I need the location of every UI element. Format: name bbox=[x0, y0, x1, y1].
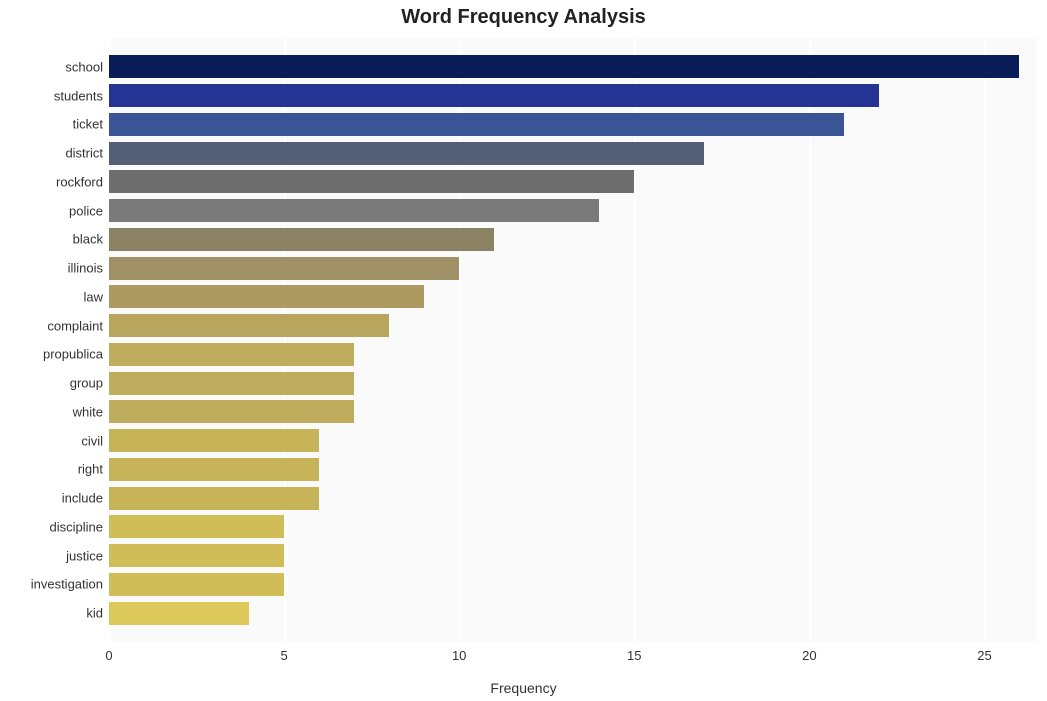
bar-row bbox=[109, 513, 1037, 542]
bar bbox=[109, 573, 284, 596]
bar bbox=[109, 142, 704, 165]
bar bbox=[109, 544, 284, 567]
bar bbox=[109, 429, 319, 452]
y-tick-label: white bbox=[73, 404, 109, 419]
y-tick-label: civil bbox=[81, 433, 109, 448]
bar-row bbox=[109, 340, 1037, 369]
plot-area: schoolstudentsticketdistrictrockfordpoli… bbox=[109, 38, 1037, 642]
bar-row bbox=[109, 570, 1037, 599]
bar-row bbox=[109, 254, 1037, 283]
bar bbox=[109, 84, 879, 107]
bar-row bbox=[109, 110, 1037, 139]
bar-row bbox=[109, 311, 1037, 340]
bar-row bbox=[109, 426, 1037, 455]
bar-row bbox=[109, 52, 1037, 81]
y-tick-label: group bbox=[70, 376, 109, 391]
x-tick-label: 15 bbox=[627, 648, 641, 663]
y-tick-label: rockford bbox=[56, 174, 109, 189]
bar bbox=[109, 285, 424, 308]
bar bbox=[109, 515, 284, 538]
word-frequency-chart: Word Frequency Analysis schoolstudentsti… bbox=[0, 0, 1047, 701]
y-tick-label: black bbox=[73, 232, 109, 247]
bar bbox=[109, 199, 599, 222]
bar-row bbox=[109, 455, 1037, 484]
y-tick-label: district bbox=[65, 146, 109, 161]
y-tick-label: right bbox=[78, 462, 109, 477]
bar-row bbox=[109, 398, 1037, 427]
y-tick-label: illinois bbox=[68, 261, 109, 276]
bar-row bbox=[109, 225, 1037, 254]
y-tick-label: complaint bbox=[47, 318, 109, 333]
y-tick-label: ticket bbox=[73, 117, 109, 132]
bar-row bbox=[109, 139, 1037, 168]
x-tick-label: 0 bbox=[105, 648, 112, 663]
y-tick-label: include bbox=[62, 491, 109, 506]
y-tick-label: discipline bbox=[50, 519, 109, 534]
y-tick-label: justice bbox=[66, 548, 109, 563]
bar-row bbox=[109, 81, 1037, 110]
bar bbox=[109, 113, 844, 136]
x-tick-label: 25 bbox=[977, 648, 991, 663]
bar bbox=[109, 372, 354, 395]
x-axis-label: Frequency bbox=[490, 680, 556, 696]
x-tick-label: 20 bbox=[802, 648, 816, 663]
bar-row bbox=[109, 599, 1037, 628]
y-tick-label: kid bbox=[86, 606, 109, 621]
bar-row bbox=[109, 541, 1037, 570]
y-tick-label: propublica bbox=[43, 347, 109, 362]
x-tick-label: 10 bbox=[452, 648, 466, 663]
bar bbox=[109, 257, 459, 280]
bar-row bbox=[109, 196, 1037, 225]
bar bbox=[109, 458, 319, 481]
bar bbox=[109, 228, 494, 251]
bar bbox=[109, 343, 354, 366]
y-tick-label: investigation bbox=[31, 577, 109, 592]
bar-row bbox=[109, 369, 1037, 398]
bar-row bbox=[109, 484, 1037, 513]
y-tick-label: students bbox=[54, 88, 109, 103]
bar bbox=[109, 314, 389, 337]
chart-title: Word Frequency Analysis bbox=[0, 6, 1047, 29]
bar bbox=[109, 400, 354, 423]
bar bbox=[109, 602, 249, 625]
x-tick-label: 5 bbox=[280, 648, 287, 663]
bar-row bbox=[109, 282, 1037, 311]
y-tick-label: police bbox=[69, 203, 109, 218]
bar bbox=[109, 487, 319, 510]
bar-row bbox=[109, 167, 1037, 196]
bar bbox=[109, 55, 1019, 78]
bar bbox=[109, 170, 634, 193]
y-tick-label: school bbox=[65, 59, 109, 74]
y-tick-label: law bbox=[83, 289, 109, 304]
